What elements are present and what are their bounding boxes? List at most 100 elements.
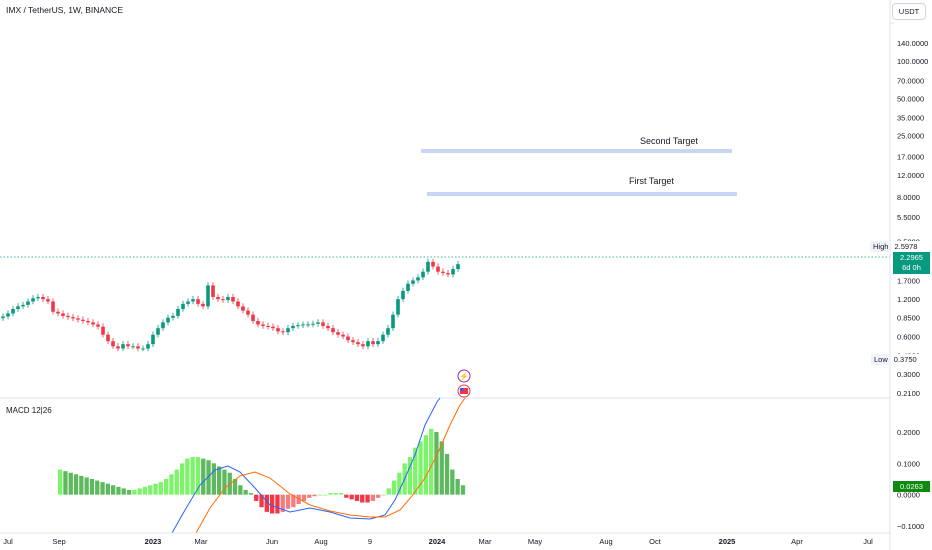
macd-histogram (58, 428, 466, 514)
histogram-bar (423, 435, 428, 495)
time-tick-label: Sep (52, 537, 65, 546)
candle (86, 317, 90, 326)
histogram-bar (301, 494, 307, 501)
time-tick-label: Jul (863, 537, 873, 546)
last-price-value: 2.2965 (900, 253, 923, 262)
histogram-bar (344, 494, 349, 498)
candle (151, 331, 155, 347)
time-tick-label: 2023 (145, 537, 162, 546)
candle (131, 343, 135, 350)
histogram-bar (280, 494, 285, 512)
candle (446, 269, 450, 278)
candle (156, 325, 160, 338)
histogram-bar (100, 482, 105, 495)
candle (171, 312, 175, 321)
time-tick-label: Oct (649, 537, 662, 546)
candle (201, 300, 205, 310)
histogram-bar (418, 441, 423, 495)
time-axis[interactable]: Jul Sep 2023 Mar Jun Aug 9 2024 Mar May Aug Oct 2025… (3, 537, 873, 546)
candle (136, 343, 140, 352)
candle (176, 305, 180, 319)
candle (331, 325, 335, 335)
candle (441, 268, 445, 276)
candle (241, 303, 245, 314)
candle (81, 316, 85, 324)
candle (6, 310, 10, 320)
first-target-band[interactable] (427, 192, 737, 196)
time-tick-label: Jun (266, 537, 278, 546)
histogram-bar (296, 494, 301, 505)
candle (451, 265, 455, 278)
candle (211, 282, 215, 300)
candle (356, 339, 360, 347)
dividend-event-icon[interactable]: ⚡ (457, 369, 471, 383)
candle (421, 268, 425, 281)
candle (216, 293, 220, 302)
histogram-bar (391, 480, 397, 495)
histogram-bar (460, 485, 466, 495)
candle (66, 312, 70, 320)
svg-text:⚡: ⚡ (459, 371, 469, 381)
candle (26, 298, 30, 308)
candle (91, 319, 95, 328)
currency-button[interactable]: USDT (892, 3, 926, 20)
histogram-bar (169, 474, 174, 495)
histogram-bar (58, 469, 63, 495)
second-target-label: Second Target (640, 136, 698, 146)
histogram-bar (206, 460, 211, 495)
macd-title[interactable]: MACD 12|26 (6, 406, 52, 415)
macd-line (171, 397, 441, 534)
histogram-bar (259, 494, 264, 508)
price-tick-label: 8.0000 (897, 193, 920, 202)
second-target-band[interactable] (421, 149, 732, 153)
candle (96, 321, 100, 330)
candle (376, 338, 380, 347)
candle (381, 331, 385, 344)
candle (371, 338, 375, 347)
macd-axis[interactable]: 0.2000 0.1000 0.0000 −0.1000 (897, 428, 924, 531)
price-tick-label: 100.0000 (897, 57, 928, 66)
histogram-bar (238, 485, 243, 495)
candle (106, 331, 110, 344)
histogram-bar (121, 488, 126, 495)
histogram-bar (217, 466, 222, 495)
candle (1, 313, 5, 321)
candle (11, 305, 15, 317)
histogram-bar (349, 494, 354, 500)
first-target-label: First Target (629, 176, 674, 186)
candle (186, 298, 190, 307)
candle (296, 322, 300, 329)
candle (391, 311, 395, 331)
candle (231, 293, 235, 305)
candle (346, 333, 350, 343)
bar-countdown: 6d 0h (902, 263, 921, 272)
candle (456, 261, 460, 272)
price-axis[interactable]: 140.0000 100.0000 70.0000 50.0000 35.0000 25.… (897, 39, 928, 398)
histogram-bar (376, 494, 381, 498)
candle (236, 298, 240, 310)
candle (291, 322, 295, 331)
histogram-bar (370, 494, 375, 501)
flag-event-icon[interactable] (457, 384, 471, 398)
candle (41, 293, 45, 302)
histogram-bar (439, 441, 444, 495)
signal-line (195, 397, 466, 534)
histogram-bar (264, 494, 269, 512)
histogram-bar (105, 483, 110, 495)
candle (21, 301, 25, 310)
candle (256, 317, 260, 328)
time-tick-label: May (528, 537, 542, 546)
candle (286, 325, 290, 335)
candle (396, 296, 400, 318)
candle (281, 328, 285, 335)
price-tick-label: 50.0000 (897, 94, 924, 103)
candle (181, 300, 185, 312)
histogram-bar (444, 453, 450, 495)
histogram-bar (360, 494, 365, 503)
price-tick-label: 70.0000 (897, 76, 924, 85)
histogram-bar (73, 474, 79, 495)
time-tick-label: 2024 (429, 537, 447, 546)
histogram-bar (248, 493, 254, 495)
histogram-bar (126, 489, 132, 495)
